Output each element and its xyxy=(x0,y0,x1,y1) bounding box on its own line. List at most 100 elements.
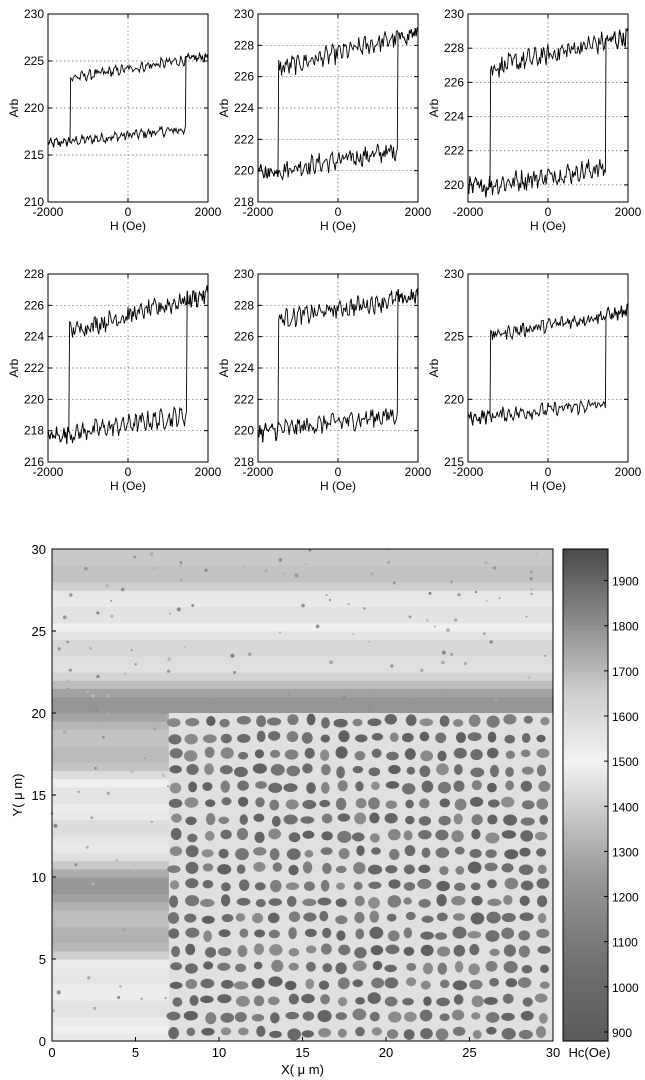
speckle xyxy=(144,757,146,760)
x-tick-label: -2000 xyxy=(243,205,274,219)
magnetic-dot xyxy=(352,718,363,727)
colorbar-segment xyxy=(563,692,608,698)
x-tick-label: 2000 xyxy=(405,465,432,479)
hysteresis-loop-4: -2000 0 2000 216 218 220 222 224 226 228 H (Oe) Arb xyxy=(7,267,222,493)
magnetic-dot xyxy=(317,1010,332,1023)
speckle xyxy=(66,679,70,683)
magnetic-dot xyxy=(518,945,530,958)
speckle xyxy=(428,591,432,595)
colorbar-segment xyxy=(563,616,608,622)
speckle xyxy=(329,660,334,665)
magnetic-dot xyxy=(486,747,499,759)
y-tick-label: 224 xyxy=(234,361,254,375)
magnetic-dot xyxy=(420,931,435,940)
magnetic-dot xyxy=(201,1027,215,1036)
magnetic-dot xyxy=(205,947,217,958)
magnetic-dot xyxy=(386,913,397,922)
magnetic-dot xyxy=(537,912,547,924)
magnetic-dot xyxy=(302,1011,315,1021)
magnetic-dot xyxy=(335,898,347,908)
speckle xyxy=(282,571,287,576)
x-tick-label: -2000 xyxy=(453,465,484,479)
x-tick-label: 30 xyxy=(546,1045,560,1060)
magnetic-dot xyxy=(337,977,350,990)
speckle xyxy=(53,823,58,828)
magnetic-dot xyxy=(322,963,333,973)
speckle xyxy=(57,647,61,651)
magnetic-dot xyxy=(203,961,214,970)
magnetic-dot xyxy=(235,913,246,922)
magnetic-dot xyxy=(405,815,415,825)
magnetic-dot xyxy=(188,781,198,793)
magnetic-dot xyxy=(518,1029,533,1040)
speckle xyxy=(96,674,100,679)
magnetic-dot xyxy=(288,911,301,923)
magnetic-dot xyxy=(268,996,280,1006)
magnetic-dot xyxy=(252,763,268,774)
colorbar-segment xyxy=(563,956,608,962)
speckle xyxy=(90,693,95,698)
background-band xyxy=(52,631,554,640)
speckle xyxy=(102,735,105,739)
magnetic-dot xyxy=(321,717,330,729)
magnetic-dot xyxy=(369,812,380,824)
colorbar-segment xyxy=(563,964,608,971)
magnetic-dot xyxy=(403,1029,415,1040)
colorbar-segment xyxy=(563,848,608,854)
magnetic-dot xyxy=(219,718,230,728)
magnetic-dot xyxy=(521,965,533,974)
magnetic-dot xyxy=(201,915,215,924)
magnetic-dot xyxy=(302,799,317,810)
y-tick-label: 230 xyxy=(444,7,464,21)
magnetic-dot xyxy=(388,764,401,775)
magnetic-dot xyxy=(338,730,350,743)
coercivity-map: 0 5 10 15 20 25 30 0 5 10 15 20 25 30 X( μ m) Y( μ m) xyxy=(10,542,560,1077)
colorbar-segment xyxy=(563,1018,608,1024)
magnetic-dot xyxy=(220,1027,232,1036)
speckle xyxy=(179,564,183,568)
magnetic-dot xyxy=(537,864,547,874)
y-axis-label: Arb xyxy=(217,98,231,117)
speckle xyxy=(441,660,445,665)
colorbar-segment xyxy=(563,839,608,845)
magnetic-dot xyxy=(439,865,449,876)
magnetic-dot xyxy=(204,830,215,841)
magnetic-dot xyxy=(435,829,449,841)
y-tick-label: 220 xyxy=(234,424,254,438)
colorbar-segment xyxy=(563,942,608,948)
magnetic-dot xyxy=(540,964,549,974)
magnetic-dot xyxy=(269,749,281,758)
magnetic-dot xyxy=(167,912,180,924)
magnetic-dot xyxy=(505,978,518,988)
speckle xyxy=(106,791,110,795)
loop-descending-branch xyxy=(468,27,628,198)
speckle xyxy=(191,604,195,607)
y-tick-label: 224 xyxy=(24,330,44,344)
magnetic-dot xyxy=(301,1030,314,1038)
speckle xyxy=(107,712,110,715)
colorbar-tick-label: 1100 xyxy=(612,936,638,950)
magnetic-dot xyxy=(288,927,297,940)
magnetic-dot xyxy=(270,764,285,776)
magnetic-dot xyxy=(271,959,284,973)
magnetic-dot xyxy=(419,765,431,778)
magnetic-dot xyxy=(452,913,465,921)
magnetic-dot xyxy=(405,977,417,987)
speckle xyxy=(115,859,119,862)
speckle xyxy=(525,615,528,618)
magnetic-dot xyxy=(185,861,199,874)
speckle xyxy=(62,615,67,620)
speckle xyxy=(176,607,181,612)
magnetic-dot xyxy=(468,714,481,727)
speckle xyxy=(97,724,101,727)
magnetic-dot xyxy=(319,799,331,808)
magnetic-dot xyxy=(319,910,329,922)
magnetic-dot xyxy=(420,980,431,990)
magnetic-dot xyxy=(237,796,249,807)
magnetic-dot xyxy=(322,862,332,875)
magnetic-dot xyxy=(285,882,300,891)
y-tick-label: 25 xyxy=(32,624,46,639)
magnetic-dot xyxy=(522,997,533,1007)
y-tick-label: 225 xyxy=(24,54,44,68)
patterned-region xyxy=(168,713,553,1041)
